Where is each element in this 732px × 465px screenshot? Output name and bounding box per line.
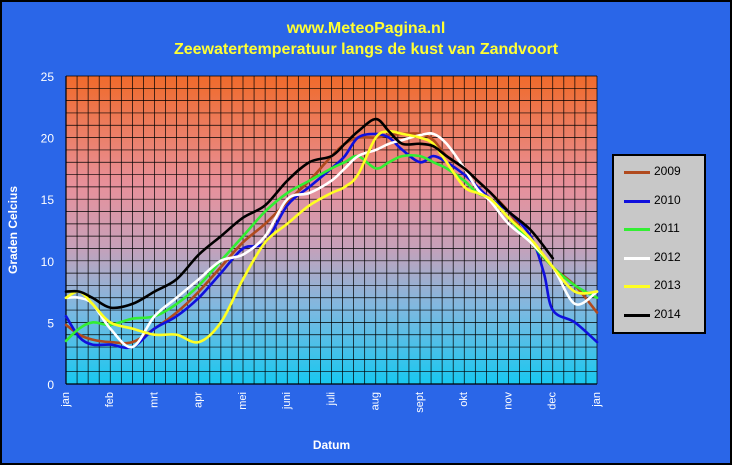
- x-tick-label: dec: [547, 392, 559, 410]
- legend-swatch: [624, 256, 650, 260]
- x-tick-label: apr: [193, 392, 205, 408]
- series-line-2012: [64, 132, 599, 349]
- grid-lines: [65, 75, 598, 385]
- legend-swatch: [624, 228, 650, 231]
- x-tick-label: mei: [237, 392, 249, 410]
- axes: [65, 76, 597, 385]
- x-tick-label: feb: [104, 392, 116, 407]
- legend-item-2012: 2012: [614, 248, 708, 268]
- x-tick-label: juni: [281, 392, 293, 410]
- legend-label: 2012: [654, 249, 681, 264]
- y-axis-title: Graden Celcius: [6, 186, 20, 274]
- x-tick-label: okt: [458, 392, 470, 407]
- site-name: www.MeteoPagina.nl: [286, 20, 446, 37]
- y-tick-label: 20: [41, 132, 55, 146]
- series-line-2013: [64, 129, 599, 344]
- legend-item-2014: 2014: [614, 305, 708, 325]
- legend-label: 2009: [654, 164, 681, 178]
- x-tick-label: aug: [370, 392, 382, 410]
- x-tick-label: nov: [502, 392, 514, 410]
- legend-swatch: [624, 313, 650, 317]
- legend-label: 2013: [654, 278, 681, 292]
- x-axis-title: Datum: [313, 438, 350, 452]
- x-tick-label: juli: [325, 392, 337, 406]
- y-tick-label: 5: [47, 316, 54, 330]
- legend-label: 2010: [654, 192, 681, 207]
- x-tick-label: mrt: [148, 392, 160, 408]
- legend-label: 2014: [654, 306, 681, 321]
- legend-item-2011: 2011: [614, 219, 708, 239]
- legend: 2009 2010 2011 2012 2013 2014: [612, 154, 706, 334]
- chart-title: Zeewatertemperatuur langs de kust van Za…: [173, 41, 559, 58]
- series-lines: [64, 117, 599, 350]
- legend-item-2013: 2013: [614, 276, 708, 296]
- tick-labels: 0 5 10 15 20 25 jan feb mrt apr mei juni juli aug sept…: [6, 70, 603, 452]
- legend-label: 2011: [654, 221, 680, 235]
- y-tick-label: 0: [47, 378, 54, 392]
- legend-swatch: [624, 171, 650, 174]
- y-tick-label: 25: [41, 70, 55, 84]
- y-tick-label: 10: [41, 255, 55, 269]
- legend-swatch: [624, 285, 650, 288]
- x-tick-label: sept: [414, 392, 426, 413]
- y-tick-label: 15: [41, 193, 55, 207]
- x-tick-label: jan: [591, 392, 603, 408]
- legend-swatch: [624, 199, 650, 203]
- x-tick-label: jan: [60, 392, 72, 408]
- legend-item-2009: 2009: [614, 162, 708, 182]
- legend-item-2010: 2010: [614, 191, 708, 211]
- series-line-2014: [64, 117, 555, 310]
